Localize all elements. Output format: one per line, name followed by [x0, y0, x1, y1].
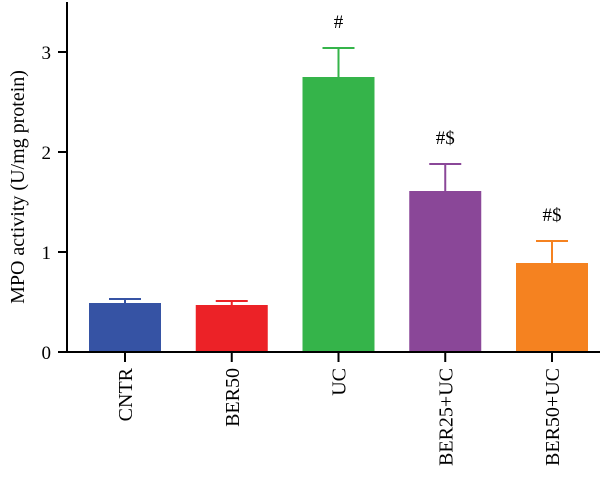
- y-tick-label: 3: [42, 43, 52, 64]
- y-tick-label: 1: [42, 243, 52, 264]
- bar-ber50-uc: [516, 263, 588, 352]
- y-axis-label: MPO activity (U/mg protein): [7, 70, 29, 304]
- bar-ber25-uc: [409, 191, 482, 352]
- bars: # #$ #$: [89, 12, 588, 352]
- x-tick-label: BER50: [222, 368, 244, 427]
- y-tick-label: 2: [42, 143, 52, 164]
- y-tick-label: 0: [42, 343, 52, 364]
- x-tick-label: BER25+UC: [435, 368, 457, 466]
- x-axis: CNTR BER50 UC BER25+UC BER50+UC: [66, 351, 600, 466]
- significance-label: #$: [436, 128, 455, 149]
- x-tick-label: UC: [329, 368, 351, 396]
- bar-ber50: [195, 305, 268, 352]
- significance-label: #: [334, 12, 344, 33]
- bar-cntr: [89, 303, 161, 352]
- y-axis: 0 1 2 3: [42, 2, 68, 364]
- significance-label: #$: [543, 205, 562, 226]
- x-tick-label: CNTR: [115, 367, 137, 421]
- x-tick-label: BER50+UC: [542, 368, 564, 466]
- bar-uc: [302, 77, 375, 352]
